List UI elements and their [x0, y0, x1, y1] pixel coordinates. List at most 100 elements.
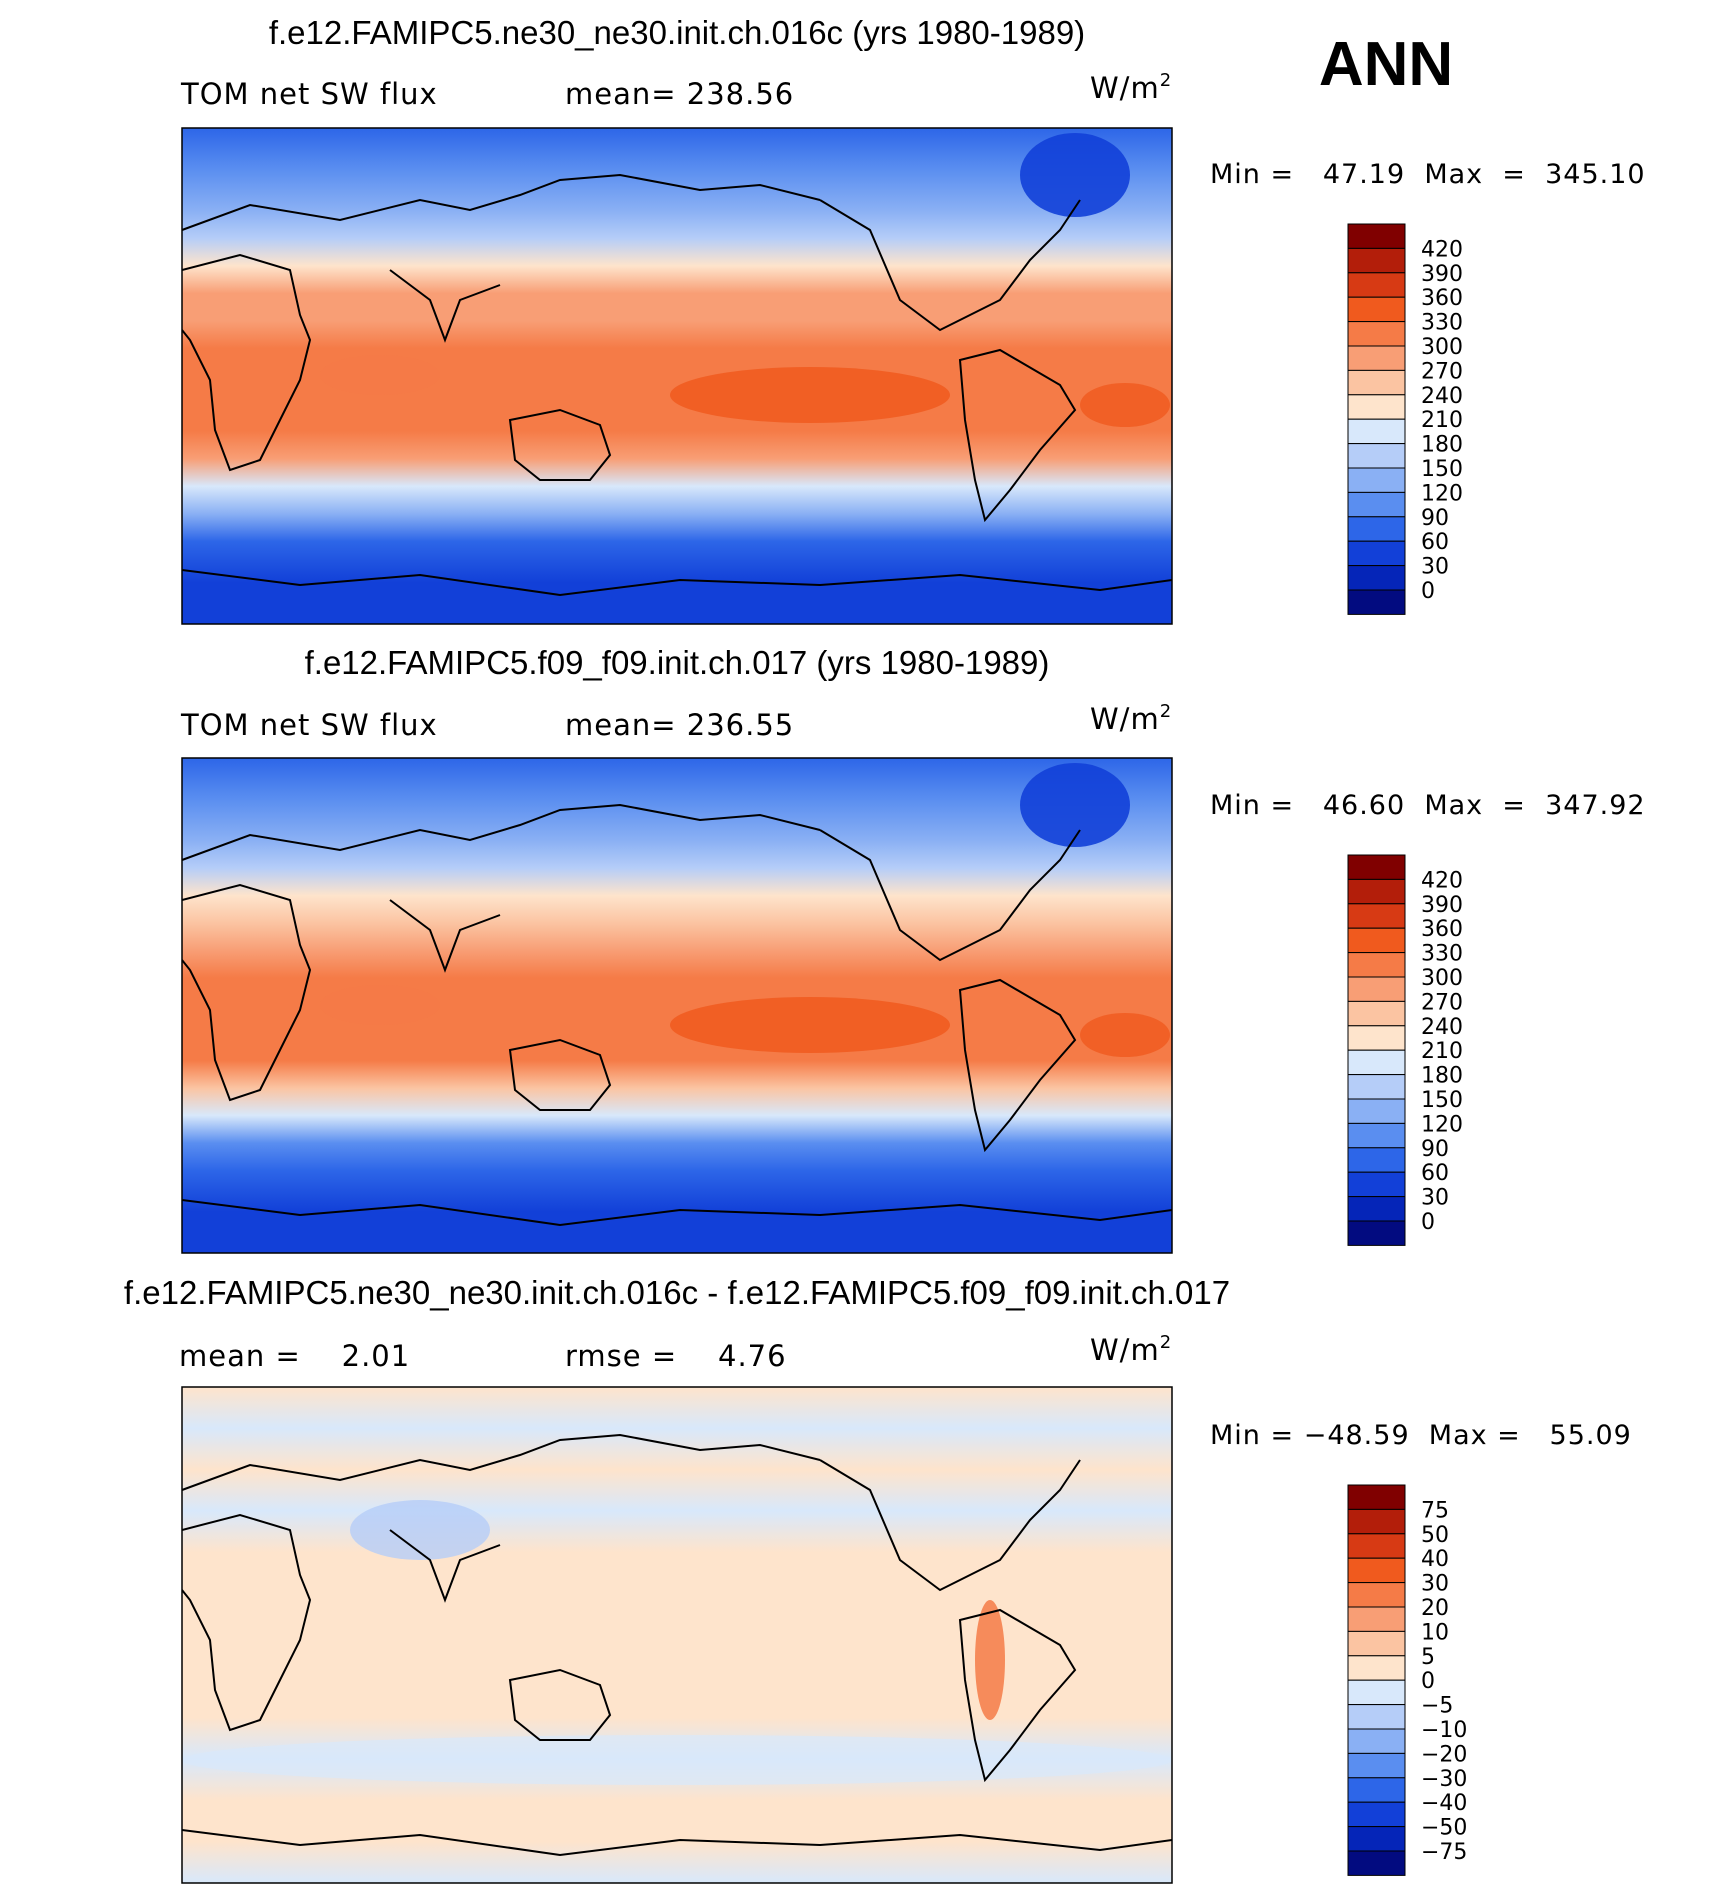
panel-1-minmax: Min = 47.19 Max = 345.10	[1210, 159, 1646, 190]
colorbar-segment	[1347, 1679, 1406, 1706]
colorbar-tick-label: 330	[1421, 942, 1463, 967]
colorbar-segment	[1347, 589, 1406, 615]
panel-1-map	[182, 128, 1172, 624]
colorbar-tick-label: 360	[1421, 917, 1463, 942]
colorbar-tick-label: 75	[1421, 1498, 1449, 1523]
colorbar-tick-label: 210	[1421, 1039, 1463, 1064]
colorbar-segment	[1347, 1777, 1406, 1803]
panel-2-map	[182, 758, 1172, 1253]
colorbar-tick-label: 240	[1421, 1015, 1463, 1040]
colorbar-tick-label: 150	[1421, 457, 1463, 482]
colorbar-segment	[1347, 1557, 1406, 1584]
colorbar-tick-label: −40	[1421, 1791, 1467, 1816]
panel-3-coast-eurasia	[182, 1433, 821, 1491]
colorbar-tick-label: 270	[1421, 359, 1463, 384]
colorbar-tick-label: 300	[1421, 335, 1463, 360]
panel-1-coast-eurasia	[182, 173, 821, 231]
colorbar-segment	[1347, 1606, 1406, 1632]
colorbar-tick-label: 330	[1421, 311, 1463, 336]
colorbar-segment	[1347, 1171, 1406, 1198]
colorbar-tick-label: 180	[1421, 433, 1463, 458]
colorbar-segment	[1347, 369, 1406, 396]
panel-3-map	[182, 1387, 1172, 1883]
panel-1-atlantic-max	[1080, 383, 1170, 427]
colorbar-tick-label: 360	[1421, 286, 1463, 311]
panel-1-indian-max	[320, 355, 440, 395]
panel-2-indian-max	[320, 985, 440, 1025]
panel-2-coast-eurasia	[182, 803, 821, 861]
panel-2-atlantic-max	[1080, 1013, 1170, 1057]
colorbar-segment	[1347, 1000, 1406, 1027]
panel-3-title: f.e12.FAMIPC5.ne30_ne30.init.ch.016c - f…	[124, 1274, 1230, 1311]
colorbar-segment	[1347, 516, 1406, 542]
panel-2-pacific-max	[670, 997, 950, 1053]
panel-2-units: W/m2	[1090, 701, 1172, 736]
colorbar-segment	[1347, 418, 1406, 445]
panel-1: f.e12.FAMIPC5.ne30_ne30.init.ch.016c (yr…	[180, 14, 1646, 625]
panel-1-coast-antarctica	[182, 569, 1172, 597]
colorbar-tick-label: 420	[1421, 237, 1463, 262]
colorbar-tick-label: 390	[1421, 262, 1463, 287]
panel-1-coast-south-america	[958, 348, 1077, 523]
colorbar-segment	[1347, 321, 1406, 347]
panel-2-coast-north-america	[819, 829, 1081, 962]
colorbar-tick-label: 240	[1421, 384, 1463, 409]
panel-2-coast-africa	[182, 883, 312, 1102]
colorbar-tick-label: 50	[1421, 1523, 1449, 1548]
panel-1-units: W/m2	[1090, 70, 1172, 105]
colorbar-segment	[1347, 491, 1406, 518]
panel-2-coastlines	[182, 803, 1172, 1227]
colorbar-tick-label: 150	[1421, 1088, 1463, 1113]
colorbar-tick-label: −75	[1421, 1840, 1467, 1865]
colorbar-segment	[1347, 1801, 1406, 1828]
colorbar-tick-label: 20	[1421, 1596, 1449, 1621]
panel-3-minmax: Min = −48.59 Max = 55.09	[1210, 1420, 1632, 1451]
panel-3-coast-south-america	[958, 1608, 1077, 1783]
colorbar-segment	[1347, 1655, 1406, 1681]
colorbar-segment	[1347, 1025, 1406, 1051]
panel-3-tibet-anomaly	[350, 1500, 490, 1560]
panel-2-minmax: Min = 46.60 Max = 347.92	[1210, 790, 1646, 821]
panel-3: f.e12.FAMIPC5.ne30_ne30.init.ch.016c - f…	[124, 1274, 1632, 1884]
colorbar-segment	[1347, 565, 1406, 591]
panel-3-rmse-label: rmse = 4.76	[565, 1339, 787, 1373]
colorbar-segment	[1347, 1484, 1406, 1510]
colorbar-tick-label: −20	[1421, 1742, 1467, 1767]
colorbar-tick-label: 30	[1421, 555, 1449, 580]
panel-3-coast-antarctica	[182, 1829, 1172, 1857]
colorbar-segment	[1347, 1850, 1406, 1876]
colorbar-segment	[1347, 1508, 1406, 1535]
panel-3-coast-india	[389, 1529, 501, 1603]
colorbar-segment	[1347, 1728, 1406, 1754]
panel-2: f.e12.FAMIPC5.f09_f09.init.ch.017 (yrs 1…	[180, 644, 1646, 1254]
colorbar-segment	[1347, 1147, 1406, 1173]
colorbar-tick-label: 40	[1421, 1547, 1449, 1572]
colorbar-tick-label: −10	[1421, 1718, 1467, 1743]
panel-2-coast-antarctica	[182, 1199, 1172, 1227]
colorbar-segment	[1347, 1074, 1406, 1100]
colorbar-tick-label: 120	[1421, 481, 1463, 506]
colorbar-tick-label: 0	[1421, 1210, 1435, 1235]
colorbar-segment	[1347, 1098, 1406, 1124]
colorbar-segment	[1347, 1220, 1406, 1246]
panel-2-title: f.e12.FAMIPC5.f09_f09.init.ch.017 (yrs 1…	[305, 644, 1050, 681]
colorbar-segment	[1347, 1196, 1406, 1222]
colorbar-segment	[1347, 394, 1406, 420]
panel-3-coastlines	[182, 1433, 1172, 1857]
colorbar-tick-label: 60	[1421, 530, 1449, 555]
panel-3-andes-anomaly	[975, 1600, 1005, 1720]
panel-1-map-frame	[181, 127, 1173, 625]
panel-2-greenland	[1020, 763, 1130, 847]
colorbar-segment	[1347, 247, 1406, 274]
colorbar-tick-label: 5	[1421, 1645, 1435, 1670]
panel-3-southern-band	[182, 1735, 1172, 1785]
colorbar-segment	[1347, 1122, 1406, 1149]
colorbar-tick-label: 90	[1421, 506, 1449, 531]
colorbar-segment	[1347, 1630, 1406, 1657]
colorbar-segment	[1347, 296, 1406, 323]
colorbar-tick-label: 10	[1421, 1620, 1449, 1645]
colorbar-tick-label: 30	[1421, 1186, 1449, 1211]
colorbar-segment	[1347, 1582, 1406, 1608]
